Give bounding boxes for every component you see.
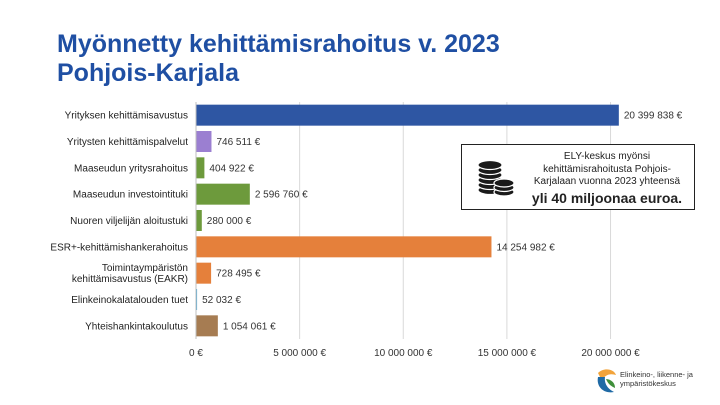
category-label: kehittämisavustus (EAKR) <box>72 274 188 285</box>
bar <box>196 210 202 231</box>
callout-text: ELY-keskus myönsi kehittämisrahoitusta P… <box>524 151 690 207</box>
data-label: 746 511 € <box>216 137 260 148</box>
category-label: Toimintaympäristön <box>102 263 188 274</box>
category-label: Elinkeinokalatalouden tuet <box>71 295 188 306</box>
category-label: Yritysten kehittämispalvelut <box>67 137 188 148</box>
title-line-1: Myönnetty kehittämisrahoitus v. 2023 <box>57 30 500 58</box>
bar <box>196 104 619 126</box>
data-label: 20 399 838 € <box>624 111 683 122</box>
x-tick-label: 5 000 000 € <box>273 348 326 359</box>
category-label: Maaseudun investointituki <box>73 190 188 201</box>
category-label: Yhteishankintakoulutus <box>85 321 188 332</box>
ely-logo-icon <box>597 369 616 393</box>
x-tick-label: 0 € <box>189 348 203 359</box>
x-tick-label: 10 000 000 € <box>374 348 433 359</box>
data-label: 14 254 982 € <box>496 242 555 253</box>
summary-callout: ELY-keskus myönsi kehittämisrahoitusta P… <box>461 144 695 210</box>
title-line-2: Pohjois-Karjala <box>57 59 239 87</box>
callout-emphasis: yli 40 miljoonaa euroa. <box>531 189 683 206</box>
bar <box>196 289 198 310</box>
bar <box>196 236 492 258</box>
bar <box>196 131 212 152</box>
callout-line-3: Karjalaan vuonna 2023 yhteensä <box>533 176 681 187</box>
data-label: 280 000 € <box>207 216 252 227</box>
callout-line-1: ELY-keskus myönsi <box>563 151 651 162</box>
bar <box>196 315 218 337</box>
bar <box>196 157 205 179</box>
logo-text: Elinkeino-, liikenne- ja ympäristökeskus <box>620 370 710 388</box>
category-label: Maaseudun yritysrahoitus <box>74 163 188 174</box>
logo-line-1: Elinkeino-, liikenne- ja <box>620 370 693 379</box>
bar <box>196 262 212 284</box>
data-label: 2 596 760 € <box>255 190 308 201</box>
data-label: 1 054 061 € <box>223 321 276 332</box>
logo-line-2: ympäristökeskus <box>620 379 676 388</box>
x-tick-label: 15 000 000 € <box>478 348 537 359</box>
data-label: 404 922 € <box>209 163 254 174</box>
page-title: Myönnetty kehittämisrahoitus v. 2023 Poh… <box>57 30 500 88</box>
bar <box>196 183 250 205</box>
category-label: Nuoren viljelijän aloitustuki <box>70 216 188 227</box>
category-label: Yrityksen kehittämisavustus <box>65 111 188 122</box>
category-label: ESR+-kehittämishankerahoitus <box>50 242 188 253</box>
coins-icon <box>477 159 515 197</box>
callout-line-2: kehittämisrahoitusta Pohjois- <box>543 163 671 175</box>
data-label: 52 032 € <box>202 295 241 306</box>
data-label: 728 495 € <box>216 269 261 280</box>
x-tick-label: 20 000 000 € <box>581 348 640 359</box>
